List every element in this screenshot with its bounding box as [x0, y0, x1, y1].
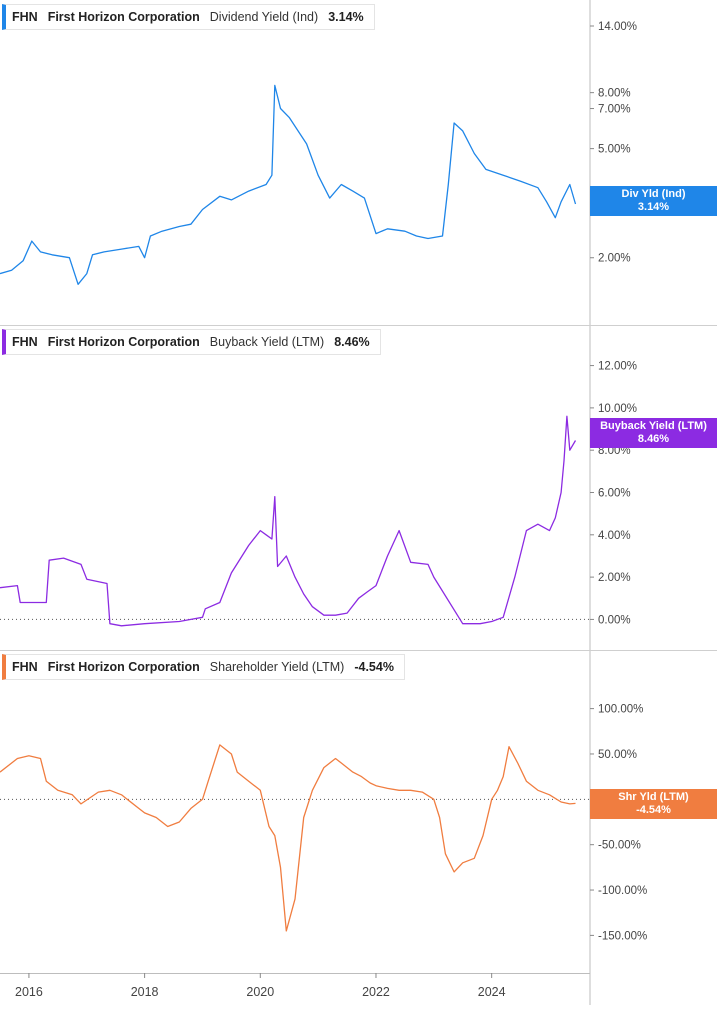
x-tick-label: 2016	[15, 985, 43, 999]
y-tick-label: 14.00%	[598, 21, 637, 33]
y-tick-label: 50.00%	[598, 749, 637, 761]
y-tick-label: 5.00%	[598, 144, 631, 156]
legend-metric: Buyback Yield (LTM)	[209, 335, 325, 349]
shareholder-yield-legend[interactable]: FHN First Horizon Corporation Shareholde…	[2, 654, 405, 680]
dividend-yield-panel: 14.00%8.00%7.00%5.00%3.00%2.00% FHN Firs…	[0, 0, 717, 325]
legend-company: First Horizon Corporation	[47, 335, 200, 349]
tag-label: Div Yld (Ind)	[621, 188, 686, 200]
x-tick-label: 2018	[131, 985, 159, 999]
legend-value: 3.14%	[328, 10, 364, 24]
legend-company: First Horizon Corporation	[47, 660, 200, 674]
legend-ticker: FHN	[12, 660, 38, 674]
dividend-yield-chart: 14.00%8.00%7.00%5.00%3.00%2.00%	[0, 0, 637, 325]
series-line	[0, 84, 577, 285]
x-tick-label: 2022	[362, 985, 390, 999]
dividend-yield-legend[interactable]: FHN First Horizon Corporation Dividend Y…	[2, 4, 375, 30]
y-tick-label: -50.00%	[598, 840, 641, 852]
tag-label: Shr Yld (LTM)	[618, 791, 689, 803]
legend-metric: Shareholder Yield (LTM)	[209, 660, 345, 674]
y-tick-label: 6.00%	[598, 488, 631, 500]
tag-value: -4.54%	[636, 804, 671, 816]
shareholder-yield-panel: 100.00%50.00%0.00%-50.00%-100.00%-150.00…	[0, 650, 717, 973]
buyback-yield-panel: 12.00% 10.00% 8.00% 6.00% 4.00% 2.00% 0.00% FH…	[0, 325, 717, 650]
y-tick-label: 12.00%	[598, 361, 637, 373]
tag-value: 3.14%	[637, 201, 670, 213]
y-tick-label: -150.00%	[598, 930, 647, 942]
y-tick-label: 100.00%	[598, 704, 643, 716]
x-axis: 2016 2018 2020 2022 2024	[0, 973, 717, 1005]
y-tick-label: 7.00%	[598, 104, 631, 116]
buyback-yield-legend[interactable]: FHN First Horizon Corporation Buyback Yi…	[2, 329, 381, 355]
x-axis-chart: 2016 2018 2020 2022 2024	[0, 973, 591, 1005]
y-tick-label: 2.00%	[598, 572, 631, 584]
y-tick-label: 2.00%	[598, 253, 631, 265]
buyback-yield-chart: 12.00% 10.00% 8.00% 6.00% 4.00% 2.00% 0.00%	[0, 325, 717, 650]
series-line	[0, 415, 577, 627]
legend-company: First Horizon Corporation	[47, 10, 200, 24]
x-tick-label: 2024	[478, 985, 506, 999]
legend-ticker: FHN	[12, 335, 38, 349]
dividend-yield-value-tag: Div Yld (Ind) 3.14%	[590, 186, 717, 216]
legend-metric: Dividend Yield (Ind)	[209, 10, 319, 24]
y-tick-label: 4.00%	[598, 530, 631, 542]
y-tick-label: -100.00%	[598, 885, 647, 897]
buyback-yield-value-tag: Buyback Yield (LTM) 8.46%	[590, 418, 717, 448]
legend-value: 8.46%	[334, 335, 370, 349]
y-tick-label: 8.00%	[598, 88, 631, 100]
series-line	[0, 744, 576, 932]
tag-value: 8.46%	[637, 433, 670, 445]
x-tick-label: 2020	[246, 985, 274, 999]
shareholder-yield-value-tag: Shr Yld (LTM) -4.54%	[590, 789, 717, 819]
legend-ticker: FHN	[12, 10, 38, 24]
y-tick-label: 8.00%	[598, 445, 631, 457]
tag-label: Buyback Yield (LTM)	[600, 420, 707, 432]
y-tick-label: 0.00%	[598, 614, 631, 626]
legend-value: -4.54%	[354, 660, 394, 674]
y-tick-label: 10.00%	[598, 403, 637, 415]
